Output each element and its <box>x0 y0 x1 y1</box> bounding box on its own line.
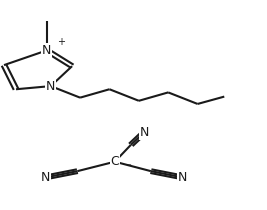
Text: +: + <box>57 37 65 47</box>
Text: N: N <box>41 171 50 184</box>
Text: ⁻: ⁻ <box>125 162 131 172</box>
Text: N: N <box>178 171 188 184</box>
Text: N: N <box>139 126 149 139</box>
Text: C: C <box>111 155 119 168</box>
Text: N: N <box>42 44 52 57</box>
Text: N: N <box>46 80 56 93</box>
